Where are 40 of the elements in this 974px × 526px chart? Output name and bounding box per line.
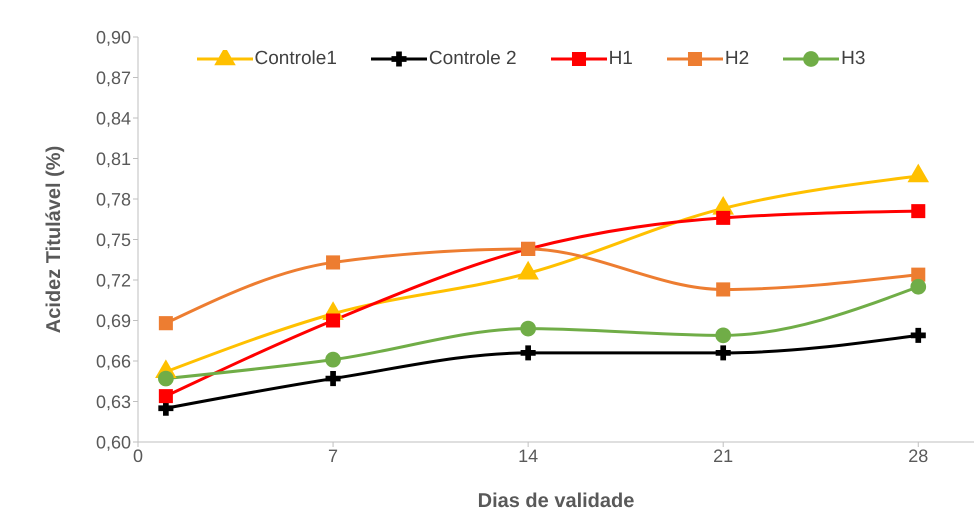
point	[716, 210, 730, 225]
legend-label: H1	[608, 48, 633, 70]
y-tick-label: 0,75	[96, 230, 131, 250]
point	[158, 389, 173, 404]
legend-label: Controle1	[254, 48, 337, 70]
point	[910, 328, 926, 343]
point	[325, 352, 341, 368]
point	[520, 320, 536, 336]
point	[716, 282, 730, 296]
y-tick-label: 0,84	[96, 108, 131, 128]
x-tick-label: 21	[713, 446, 734, 466]
y-tick-label: 0,63	[96, 392, 131, 412]
x-tick-label: 0	[132, 446, 144, 466]
point	[911, 204, 926, 218]
y-tick-label: 0,66	[96, 351, 131, 372]
point	[326, 255, 340, 270]
legend-label: H3	[840, 48, 866, 70]
y-axis-title: Acidez Titulável (%)	[43, 146, 66, 334]
y-tick-label: 0,78	[96, 189, 131, 210]
point	[911, 268, 926, 282]
point	[158, 370, 174, 386]
point	[910, 278, 926, 295]
y-tick-label: 0,69	[96, 310, 131, 331]
x-tick-label: 28	[908, 446, 928, 466]
y-tick-label: 0,81	[96, 148, 131, 169]
y-tick-label: 0,60	[96, 432, 131, 452]
y-tick-label: 0,72	[96, 270, 131, 290]
point	[158, 316, 173, 330]
point	[716, 345, 731, 360]
legend-label: Controle 2	[428, 48, 517, 70]
point	[715, 328, 732, 344]
legend-label: H2	[724, 48, 750, 70]
point	[520, 345, 536, 360]
point	[326, 371, 341, 386]
point	[326, 313, 340, 328]
y-tick-label: 0,87	[96, 68, 131, 88]
y-tick-label: 0,90	[96, 27, 131, 48]
x-tick-label: 14	[518, 446, 538, 466]
x-tick-label: 7	[328, 446, 338, 466]
x-axis-title: Dias de validade	[478, 490, 634, 512]
